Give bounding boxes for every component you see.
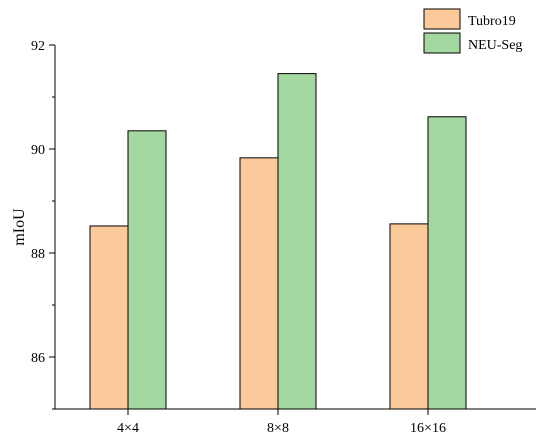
legend: Tubro19 NEU-Seg (423, 8, 522, 54)
bar-tubro19-2 (389, 223, 429, 410)
x-tick-label: 16×16 (410, 421, 446, 436)
y-tick-label: 90 (31, 143, 45, 158)
bar-neu-seg-0 (127, 130, 167, 410)
bar-tubro19-0 (89, 225, 129, 410)
legend-label-tubro19: Tubro19 (468, 14, 516, 29)
legend-label-neu-seg: NEU-Seg (468, 38, 522, 53)
y-tick-label: 88 (31, 247, 45, 262)
y-ticks: 86 88 90 92 (31, 39, 55, 410)
y-axis-title: mIoU (11, 208, 28, 246)
y-tick-label: 92 (31, 39, 45, 54)
bar-tubro19-1 (239, 157, 279, 410)
bar-neu-seg-2 (427, 116, 467, 410)
x-tick-label: 4×4 (117, 421, 139, 436)
legend-swatch-tubro19 (423, 8, 461, 30)
y-tick-label: 86 (31, 351, 45, 366)
bar-neu-seg-1 (277, 73, 317, 410)
x-ticks: 4×4 8×8 16×16 (117, 409, 446, 436)
bars (89, 73, 467, 410)
x-tick-label: 8×8 (267, 421, 289, 436)
legend-swatch-neu-seg (423, 32, 461, 54)
